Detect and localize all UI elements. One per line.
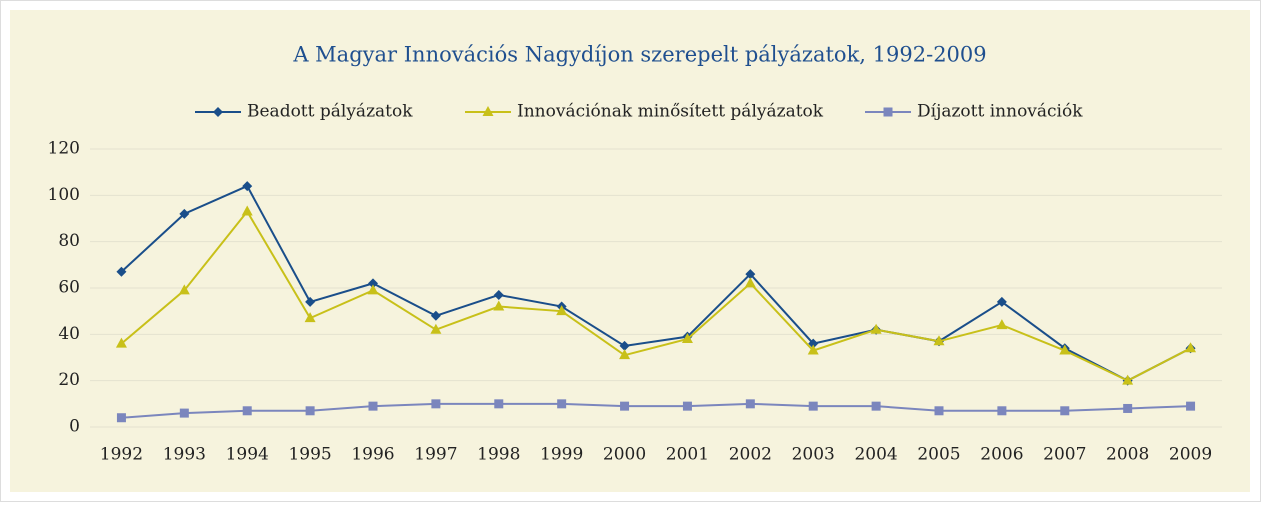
marker [213, 107, 223, 117]
marker [934, 406, 944, 416]
marker [1122, 374, 1134, 385]
marker [1059, 344, 1071, 355]
marker [304, 312, 316, 323]
marker [494, 399, 504, 409]
marker [430, 323, 442, 334]
marker [1123, 403, 1133, 413]
legend-label: Innovációnak minősített pályázatok [517, 102, 824, 122]
marker [305, 296, 316, 307]
series-line [121, 402, 1191, 419]
marker [1186, 401, 1196, 411]
x-tick-label: 1992 [100, 445, 143, 465]
x-tick-label: 2000 [603, 445, 646, 465]
marker [619, 340, 630, 351]
y-tick-label: 60 [58, 278, 80, 298]
marker [557, 399, 567, 409]
marker [1060, 406, 1070, 416]
y-tick-label: 100 [48, 185, 80, 205]
y-tick-label: 120 [48, 139, 80, 159]
x-tick-label: 1993 [163, 445, 206, 465]
marker [367, 284, 379, 295]
x-tick-label: 2001 [666, 445, 709, 465]
marker [681, 332, 693, 343]
marker [305, 406, 315, 416]
x-tick-label: 2003 [792, 445, 835, 465]
marker [871, 401, 881, 411]
marker [368, 401, 378, 411]
legend-label: Beadott pályázatok [247, 102, 413, 122]
chart-title: A Magyar Innovációs Nagydíjon szerepelt … [292, 43, 986, 67]
y-tick-label: 20 [58, 370, 80, 390]
x-tick-label: 2006 [980, 445, 1023, 465]
y-tick-label: 0 [69, 417, 80, 437]
marker [808, 338, 819, 349]
x-tick-label: 1997 [414, 445, 457, 465]
series-line [120, 209, 1192, 382]
marker [682, 401, 692, 411]
marker [996, 296, 1007, 307]
marker [115, 337, 127, 348]
series-line [120, 184, 1192, 382]
marker [241, 205, 253, 216]
marker [116, 413, 126, 423]
legend-label: Díjazott innovációk [917, 102, 1083, 122]
x-tick-label: 1994 [226, 445, 269, 465]
marker [493, 289, 504, 300]
x-tick-label: 2007 [1043, 445, 1086, 465]
marker [116, 266, 127, 277]
marker [745, 399, 755, 409]
marker [619, 349, 631, 360]
marker [620, 401, 630, 411]
x-tick-label: 2005 [917, 445, 960, 465]
marker [807, 344, 819, 355]
marker [482, 106, 494, 116]
y-tick-label: 80 [58, 231, 80, 251]
marker [1185, 342, 1197, 353]
x-tick-label: 1999 [540, 445, 583, 465]
marker [179, 208, 190, 219]
marker [808, 401, 818, 411]
chart-area [10, 10, 1250, 492]
x-tick-label: 2002 [729, 445, 772, 465]
x-tick-label: 1995 [288, 445, 331, 465]
marker [242, 406, 252, 416]
marker [744, 277, 756, 288]
marker [996, 319, 1008, 330]
marker [556, 305, 568, 316]
marker [870, 323, 882, 334]
marker [368, 278, 378, 289]
marker [179, 408, 189, 418]
marker [997, 406, 1007, 416]
x-tick-label: 2008 [1106, 445, 1149, 465]
marker [493, 300, 505, 311]
x-tick-label: 1998 [477, 445, 520, 465]
marker [883, 107, 893, 117]
x-tick-label: 2004 [854, 445, 897, 465]
x-tick-label: 1996 [351, 445, 394, 465]
y-tick-label: 40 [58, 324, 80, 344]
x-tick-label: 2009 [1169, 445, 1212, 465]
marker [178, 284, 190, 295]
marker [430, 310, 441, 321]
marker [242, 181, 253, 192]
marker [933, 335, 945, 346]
marker [745, 269, 756, 280]
marker [431, 399, 441, 409]
